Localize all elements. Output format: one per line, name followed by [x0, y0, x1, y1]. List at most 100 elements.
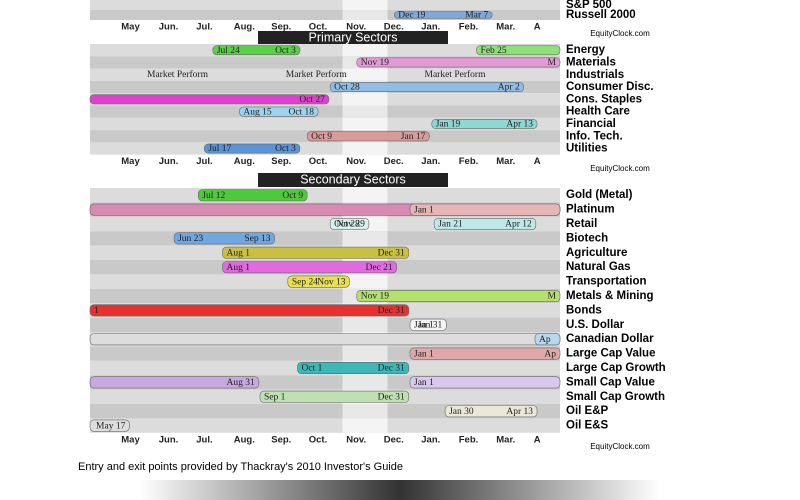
- row-label: Russell 2000: [566, 9, 636, 21]
- month-label: Jun.: [159, 434, 179, 445]
- bar-start: Oct 28: [334, 83, 360, 93]
- season-bar: [239, 106, 319, 117]
- highlight-col: [342, 117, 388, 131]
- bar-start: Sep 24: [292, 277, 318, 287]
- bar-start: Nov 19: [361, 58, 389, 68]
- season-bar: [89, 333, 561, 346]
- bar-start: Jan 1: [414, 378, 434, 388]
- row-note: Market Perform: [147, 69, 209, 80]
- season-bar: [89, 94, 330, 105]
- bar-start: Aug 1: [227, 248, 251, 258]
- bar-end: Oct 18: [288, 107, 314, 117]
- section-header-bg: [258, 173, 448, 187]
- section-title: Secondary Sectors: [300, 172, 406, 186]
- month-label: Feb.: [459, 156, 479, 167]
- highlight-col: [342, 10, 388, 20]
- row-label: U.S. Dollar: [566, 319, 625, 331]
- row-label: Financial: [566, 118, 616, 130]
- bar-end: Apr 2: [498, 83, 520, 93]
- row-label: Large Cap Value: [566, 348, 655, 360]
- bar-end: M: [548, 58, 557, 68]
- reflection: [140, 480, 660, 500]
- month-label: Jul.: [196, 156, 212, 167]
- month-label: Jan.: [421, 22, 440, 33]
- season-bar: [329, 218, 370, 231]
- bar-end: Oct 3: [275, 46, 296, 56]
- month-label: May: [121, 22, 140, 33]
- month-label: Feb.: [459, 22, 479, 33]
- bar-start: 1: [94, 306, 99, 316]
- bar-end: Jan 17: [401, 132, 426, 142]
- highlight-col: [342, 105, 388, 118]
- bar-start: Ap: [539, 335, 551, 345]
- bar-start: Nov 19: [361, 292, 389, 302]
- row-label: Agriculture: [566, 247, 627, 259]
- row-note: Market Perform: [286, 69, 348, 80]
- season-bar: [393, 11, 493, 19]
- month-label: Aug.: [234, 156, 255, 167]
- bar-end: Dec 31: [378, 364, 405, 374]
- bar-end: Apr 13: [506, 407, 533, 417]
- month-label: Feb.: [459, 434, 479, 445]
- month-label: May: [121, 156, 140, 167]
- highlight-col: [342, 93, 388, 106]
- source: EquityClock.com: [590, 164, 650, 173]
- month-label: Oct.: [309, 22, 327, 33]
- bar-start: Aug 1: [227, 263, 251, 273]
- bar-start: Jul 17: [208, 144, 231, 154]
- month-label: Nov.: [346, 156, 366, 167]
- month-label: Jun.: [159, 156, 179, 167]
- bar-start: Jul 12: [202, 191, 225, 201]
- season-bar: [356, 289, 561, 302]
- row-label: Materials: [566, 56, 616, 68]
- season-bar: [409, 376, 561, 389]
- bar-start: Dec 19: [398, 11, 425, 21]
- row-label: Industrials: [566, 69, 624, 81]
- bar-end: Mar 7: [465, 11, 488, 21]
- month-label: Jan.: [421, 434, 440, 445]
- row-label: Small Cap Growth: [566, 391, 665, 403]
- highlight-col: [342, 44, 388, 57]
- month-label: Mar.: [496, 156, 515, 167]
- row-bg: [90, 105, 560, 118]
- bar-end: Oct 3: [275, 144, 296, 154]
- bar-start: Jun 23: [178, 234, 203, 244]
- row-label: Retail: [566, 218, 597, 230]
- month-label: Jan.: [421, 156, 440, 167]
- month-label: Jul.: [196, 22, 212, 33]
- row-label: Natural Gas: [566, 261, 631, 273]
- row-label: Consumer Disc.: [566, 81, 654, 93]
- row-label: Canadian Dollar: [566, 333, 654, 345]
- month-label: Nov.: [346, 22, 366, 33]
- row-label: Gold (Metal): [566, 189, 633, 201]
- highlight-col: [342, 142, 388, 155]
- month-label: Oct.: [309, 434, 327, 445]
- season-bar: [534, 333, 561, 346]
- row-label: Small Cap Value: [566, 376, 655, 388]
- season-bar: [212, 45, 301, 56]
- bar-end: Aug 31: [227, 378, 255, 388]
- bar-start: Jan 19: [436, 120, 461, 130]
- season-bar: [409, 203, 561, 216]
- bar-end: M: [548, 292, 557, 302]
- highlight-col: [342, 68, 388, 81]
- highlight-col: [342, 404, 388, 419]
- row-label: Transportation: [566, 276, 647, 288]
- season-bar: [409, 347, 561, 360]
- month-label: Dec.: [384, 156, 404, 167]
- season-bar: [204, 143, 301, 154]
- row-bg: [90, 10, 560, 20]
- month-label: Sep.: [271, 434, 291, 445]
- source: EquityClock.com: [590, 442, 650, 451]
- bar-end: Dec 31: [378, 392, 405, 402]
- row-label: Info. Tech.: [566, 130, 623, 142]
- bar-start: Aug 15: [243, 107, 271, 117]
- row-label: Utilities: [566, 143, 608, 155]
- bar-end: Ap: [544, 349, 556, 359]
- row-label: Oil E&S: [566, 420, 609, 432]
- row-bg: [90, 44, 560, 57]
- season-bar: [329, 82, 525, 93]
- month-label: Aug.: [234, 434, 255, 445]
- highlight-col: [342, 346, 388, 361]
